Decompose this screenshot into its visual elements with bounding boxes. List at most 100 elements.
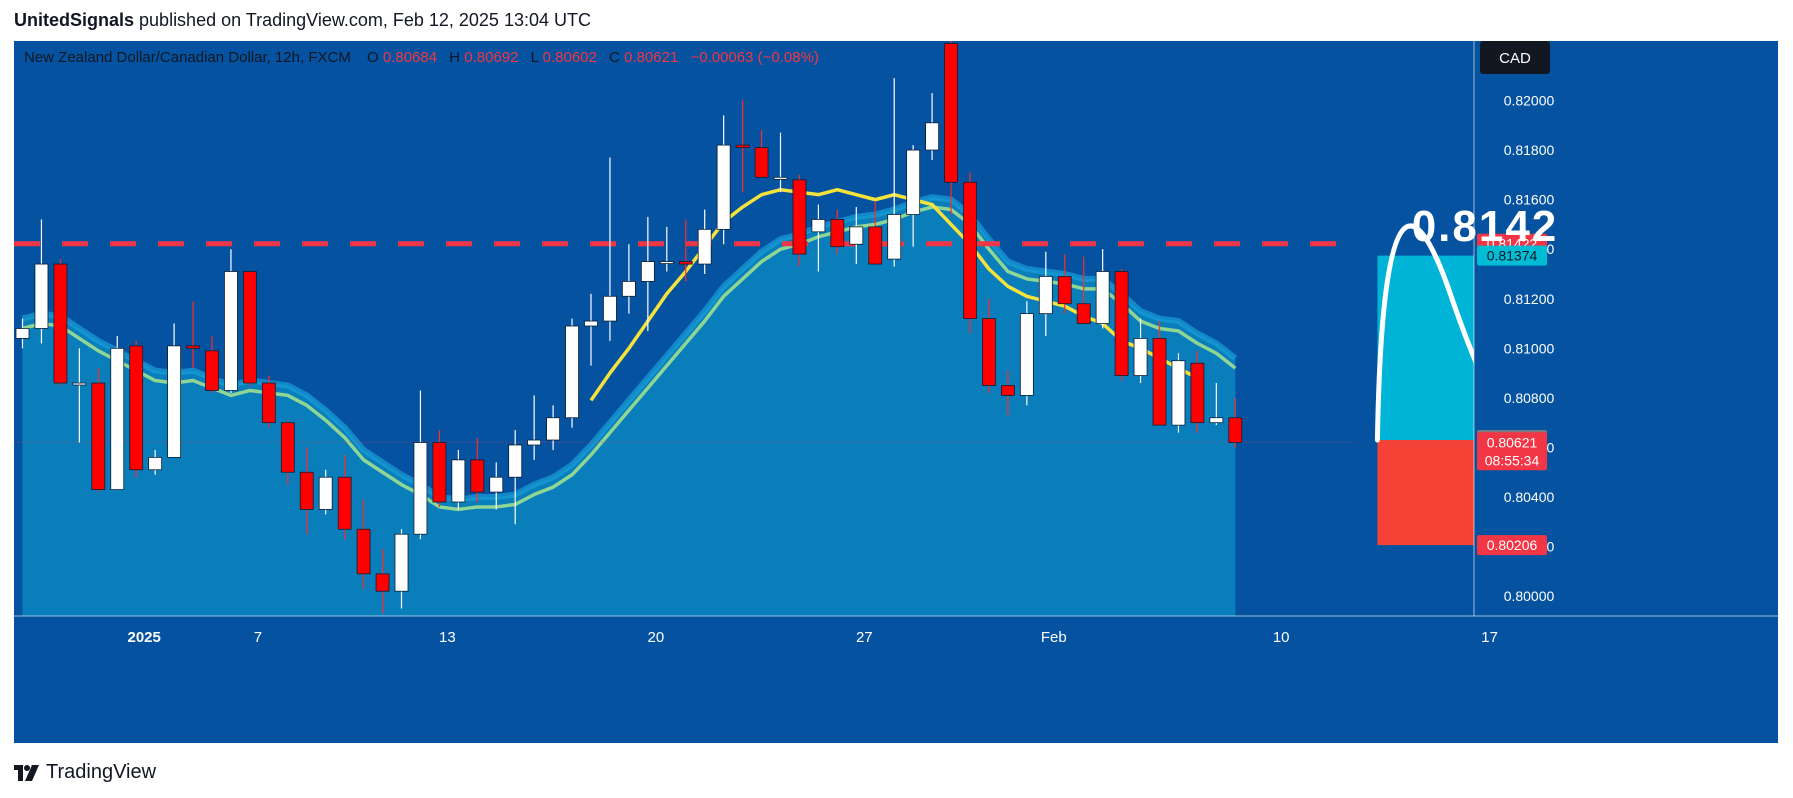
candle-body (792, 179, 807, 255)
candle[interactable] (944, 41, 958, 215)
candle[interactable] (91, 368, 106, 493)
candle[interactable] (242, 271, 257, 386)
price-tag[interactable]: 0.80621 08:55:34 (1477, 432, 1547, 471)
candle[interactable] (659, 226, 674, 272)
candle[interactable] (963, 172, 977, 334)
candle[interactable] (792, 174, 807, 267)
candle[interactable] (1114, 269, 1129, 381)
candle[interactable] (129, 340, 144, 478)
candle[interactable] (1209, 383, 1224, 426)
candle[interactable] (186, 301, 200, 369)
candle[interactable] (375, 549, 390, 614)
candle-body (868, 226, 883, 265)
candle[interactable] (622, 244, 636, 314)
candle[interactable] (1171, 353, 1186, 433)
candle[interactable] (527, 395, 542, 460)
candle-body (963, 181, 977, 319)
candle[interactable] (640, 216, 655, 331)
price-tag[interactable]: 0.80206 (1477, 535, 1547, 556)
candle[interactable] (167, 323, 182, 458)
candle[interactable] (451, 449, 466, 510)
candle[interactable] (868, 202, 883, 265)
candle[interactable] (603, 157, 617, 341)
candle[interactable] (773, 132, 788, 193)
candle[interactable] (1095, 249, 1110, 329)
price-tag-bg (1477, 432, 1547, 471)
high-value: 0.80692 (464, 49, 518, 66)
candle[interactable] (716, 115, 731, 245)
candle[interactable] (53, 259, 68, 386)
candle[interactable] (1057, 254, 1072, 314)
candle[interactable] (224, 249, 238, 393)
candle[interactable] (1228, 397, 1243, 448)
candle[interactable] (1152, 321, 1167, 426)
candlestick-chart[interactable]: 0.820000.818000.816000.814000.812000.810… (14, 41, 1778, 743)
candle[interactable] (205, 335, 219, 393)
candle-body (15, 328, 30, 339)
candle[interactable] (432, 430, 447, 507)
candle[interactable] (1076, 256, 1091, 324)
candle[interactable] (697, 209, 712, 274)
tradingview-logo[interactable]: TradingView (14, 761, 156, 784)
close-value: 0.80621 (624, 49, 678, 66)
candle-body (565, 325, 579, 419)
candle-body (318, 476, 333, 510)
candle[interactable] (299, 447, 314, 535)
candle[interactable] (34, 219, 49, 344)
candle-body (432, 442, 447, 503)
open-value: 0.80684 (383, 49, 437, 66)
candle-body (205, 350, 219, 391)
candle[interactable] (982, 298, 996, 393)
candle[interactable] (261, 375, 276, 428)
candle[interactable] (830, 209, 845, 255)
candle[interactable] (356, 499, 371, 589)
candle[interactable] (318, 469, 333, 515)
publish-header: UnitedSignals published on TradingView.c… (14, 10, 591, 31)
candle-body (1019, 313, 1034, 396)
candle[interactable] (394, 529, 409, 609)
candle-body (773, 176, 788, 180)
price-tick-label: 0.81000 (1504, 340, 1555, 356)
candle[interactable] (925, 93, 939, 160)
time-tick-label: 2025 (128, 629, 161, 646)
candle[interactable] (110, 335, 125, 490)
time-tick-label: 10 (1273, 629, 1290, 646)
candle[interactable] (565, 318, 579, 428)
candle[interactable] (72, 348, 87, 443)
candle[interactable] (508, 430, 523, 525)
candle[interactable] (678, 219, 693, 282)
candles (15, 41, 1243, 614)
time-tick-label: 7 (254, 629, 262, 646)
candle[interactable] (470, 437, 485, 502)
ema-slow-line (22, 205, 1237, 512)
candle[interactable] (849, 207, 864, 265)
time-tick-label: Feb (1041, 629, 1067, 646)
candle[interactable] (811, 204, 826, 272)
candle[interactable] (887, 78, 902, 267)
candle[interactable] (148, 449, 163, 475)
candle[interactable] (754, 130, 769, 178)
publisher-name[interactable]: UnitedSignals (14, 10, 135, 30)
price-axis[interactable] (1474, 41, 1778, 743)
candle[interactable] (1019, 301, 1034, 406)
price-tag[interactable]: 0.81374 (1477, 245, 1547, 266)
candle[interactable] (1133, 318, 1148, 384)
candle[interactable] (1001, 370, 1015, 416)
chart-panel[interactable]: 0.820000.818000.816000.814000.812000.810… (14, 41, 1778, 743)
candle[interactable] (735, 100, 750, 193)
candle[interactable] (584, 293, 598, 366)
time-tick-label: 27 (856, 629, 873, 646)
candle[interactable] (1190, 350, 1205, 433)
candle-body (356, 528, 371, 575)
candle[interactable] (1038, 251, 1053, 336)
candle[interactable] (280, 420, 295, 485)
candle[interactable] (906, 145, 921, 247)
currency-badge[interactable]: CAD (1480, 41, 1550, 74)
candle-body (242, 271, 257, 384)
candle[interactable] (337, 454, 352, 540)
candle-body (224, 271, 238, 391)
candle[interactable] (15, 318, 30, 349)
candle[interactable] (489, 462, 504, 510)
candle[interactable] (413, 390, 428, 540)
candle[interactable] (546, 405, 560, 450)
